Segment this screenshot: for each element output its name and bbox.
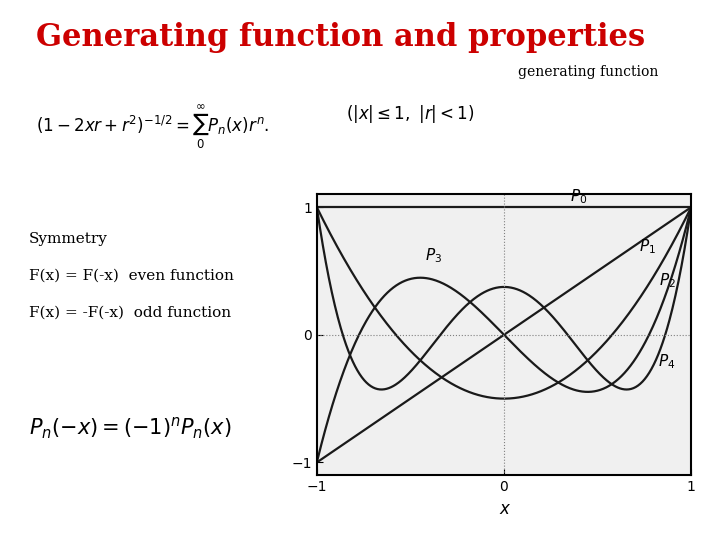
Text: $P_2$: $P_2$: [660, 272, 676, 290]
Text: $(|x| \leq 1,\ |r| < 1)$: $(|x| \leq 1,\ |r| < 1)$: [346, 103, 474, 125]
Text: $P_3$: $P_3$: [426, 246, 443, 265]
Text: $P_4$: $P_4$: [657, 352, 675, 370]
Text: $P_0$: $P_0$: [570, 187, 587, 206]
Text: Symmetry: Symmetry: [29, 232, 108, 246]
Text: Generating function and properties: Generating function and properties: [36, 22, 645, 52]
Text: F(x) = F(-x)  even function: F(x) = F(-x) even function: [29, 269, 234, 283]
Text: $P_1$: $P_1$: [639, 237, 656, 255]
Text: $P_n(-x) = (-1)^n P_n(x)$: $P_n(-x) = (-1)^n P_n(x)$: [29, 416, 231, 441]
Text: generating function: generating function: [518, 65, 659, 79]
Text: $(1 - 2xr + r^2)^{-1/2} = \sum_{0}^{\infty} P_n(x)r^n.$: $(1 - 2xr + r^2)^{-1/2} = \sum_{0}^{\inf…: [36, 103, 269, 151]
Text: F(x) = -F(-x)  odd function: F(x) = -F(-x) odd function: [29, 306, 231, 320]
X-axis label: x: x: [499, 500, 509, 518]
